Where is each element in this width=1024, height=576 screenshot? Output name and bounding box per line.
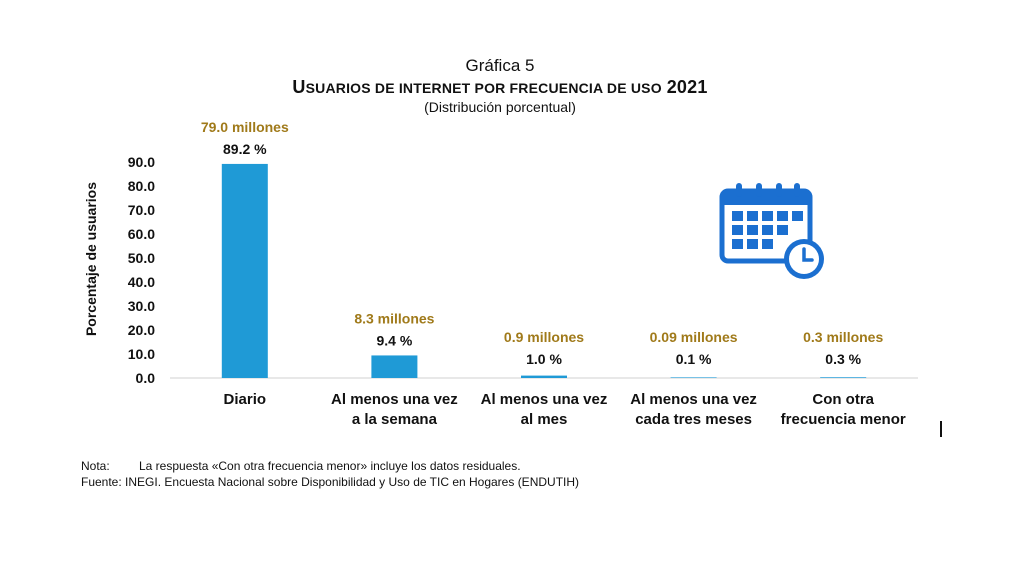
data-label: 0.1 % xyxy=(676,351,712,367)
secondary-data-label: 0.3 millones xyxy=(803,329,883,345)
x-tick-label: cada tres meses xyxy=(635,411,752,428)
chart-title: USUARIOS DE INTERNET POR FRECUENCIA DE U… xyxy=(0,76,1000,99)
chart-number: Gráfica 5 xyxy=(465,56,535,75)
bar xyxy=(670,377,717,378)
x-tick-label: frecuencia menor xyxy=(781,411,906,428)
y-tick-label: 30.0 xyxy=(128,298,155,314)
y-tick-label: 10.0 xyxy=(128,346,155,362)
source-line: Fuente: INEGI. Encuesta Nacional sobre D… xyxy=(81,474,579,490)
bar xyxy=(521,375,567,378)
y-tick-label: 40.0 xyxy=(128,274,155,290)
title-year: 2021 xyxy=(666,77,708,97)
note-text: La respuesta «Con otra frecuencia menor»… xyxy=(139,459,521,473)
chart-subtitle: (Distribución porcentual) xyxy=(424,99,576,115)
y-tick-label: 50.0 xyxy=(128,250,155,266)
secondary-data-label: 79.0 millones xyxy=(201,119,289,135)
data-label: 0.3 % xyxy=(825,351,861,367)
text-cursor xyxy=(940,421,942,437)
y-tick-label: 80.0 xyxy=(128,178,155,194)
y-tick-label: 70.0 xyxy=(128,202,155,218)
bar xyxy=(820,377,867,378)
bar xyxy=(371,355,418,378)
calendar-clock-icon xyxy=(719,183,824,279)
note-line: Nota: La respuesta «Con otra frecuencia m… xyxy=(81,458,579,474)
x-tick-label: Diario xyxy=(224,391,267,408)
chart-title-block: Gráfica 5 USUARIOS DE INTERNET POR FRECU… xyxy=(0,56,1000,115)
note-label: Nota: xyxy=(81,459,110,473)
x-tick-label: a la semana xyxy=(352,411,438,428)
x-tick-label: Con otra xyxy=(812,391,874,408)
y-tick-label: 60.0 xyxy=(128,226,155,242)
y-tick-label: 90.0 xyxy=(128,154,155,170)
y-tick-label: 0.0 xyxy=(136,370,156,386)
secondary-data-label: 8.3 millones xyxy=(354,310,434,326)
data-label: 89.2 % xyxy=(223,141,267,157)
x-tick-label: Al menos una vez xyxy=(630,391,757,408)
title-main: SUARIOS DE INTERNET POR FRECUENCIA DE US… xyxy=(305,80,662,96)
chart-notes: Nota: La respuesta «Con otra frecuencia m… xyxy=(81,458,579,490)
x-tick-label: Al menos una vez xyxy=(331,391,458,408)
title-initial: U xyxy=(292,77,306,97)
secondary-data-label: 0.9 millones xyxy=(504,329,584,345)
source-text: INEGI. Encuesta Nacional sobre Disponibi… xyxy=(125,475,580,489)
data-label: 1.0 % xyxy=(526,351,562,367)
data-label: 9.4 % xyxy=(376,332,412,348)
y-axis-label: Porcentaje de usuarios xyxy=(83,182,99,336)
y-tick-label: 20.0 xyxy=(128,322,155,338)
x-tick-label: al mes xyxy=(521,411,568,428)
secondary-data-label: 0.09 millones xyxy=(650,329,738,345)
x-tick-label: Al menos una vez xyxy=(481,391,608,408)
source-label: Fuente: xyxy=(81,475,122,489)
bar xyxy=(221,163,268,378)
